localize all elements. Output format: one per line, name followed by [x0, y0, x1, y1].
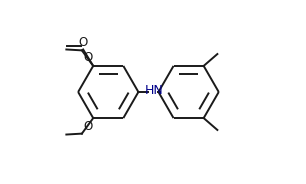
- Text: HN: HN: [144, 84, 163, 97]
- Text: O: O: [83, 120, 93, 133]
- Text: O: O: [83, 51, 93, 64]
- Text: O: O: [79, 36, 88, 49]
